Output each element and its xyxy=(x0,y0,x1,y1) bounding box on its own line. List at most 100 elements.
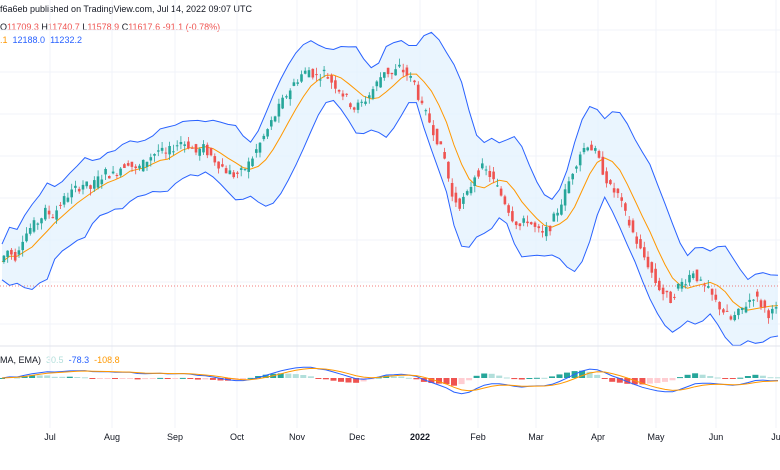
macd-histogram-bar xyxy=(518,378,525,380)
macd-histogram-bar xyxy=(142,378,149,380)
low-label: L xyxy=(82,22,88,32)
bollinger-upper-line xyxy=(1,31,779,281)
macd-histogram-bar xyxy=(112,378,118,379)
candle-down xyxy=(759,300,763,308)
candle-up xyxy=(179,142,183,145)
time-axis[interactable]: Jul Aug Sep Oct Nov Dec 2022 Feb Mar Apr May Jun Ju xyxy=(44,432,780,442)
candle-down xyxy=(390,72,394,75)
macd-histogram-bar xyxy=(639,378,646,385)
open-label: O xyxy=(0,22,8,32)
candle-down xyxy=(443,152,446,159)
macd-histogram-bar xyxy=(172,378,179,379)
candle-down xyxy=(59,204,62,206)
candle-up xyxy=(292,82,296,86)
macd-histogram-bar xyxy=(481,373,488,378)
close-value: 11617.6 xyxy=(128,22,161,32)
macd-line-value: -78.3 xyxy=(68,355,90,365)
macd-histogram-bar xyxy=(89,378,96,379)
candle-up xyxy=(138,165,141,169)
candle-up xyxy=(300,74,303,82)
candle-up xyxy=(145,161,149,167)
macd-histogram-bar xyxy=(44,375,51,378)
macd-histogram-bar xyxy=(601,378,608,379)
candle-down xyxy=(635,236,638,244)
macd-histogram-bar xyxy=(240,378,247,380)
candle-down xyxy=(432,125,435,136)
candle-up xyxy=(183,144,186,146)
candle-up xyxy=(676,283,680,289)
candle-up xyxy=(383,72,386,78)
candle-down xyxy=(624,203,627,211)
candle-down xyxy=(401,69,405,73)
candle-up xyxy=(586,147,589,151)
candle-down xyxy=(134,166,137,169)
time-axis-label: 2022 xyxy=(410,432,430,442)
candle-up xyxy=(255,149,258,153)
macd-histogram-bar xyxy=(179,377,186,379)
candle-down xyxy=(439,141,443,145)
candle-down xyxy=(337,90,341,92)
candle-down xyxy=(488,171,492,177)
candle-up xyxy=(270,120,273,127)
candle-down xyxy=(714,294,718,300)
candle-down xyxy=(454,192,458,203)
time-axis-label: Apr xyxy=(591,432,605,442)
candle-down xyxy=(428,113,431,123)
candle-down xyxy=(518,223,522,227)
bb-lower-value: 11232.2 xyxy=(50,35,82,45)
candle-up xyxy=(175,145,179,147)
candle-down xyxy=(503,196,507,205)
candle-up xyxy=(594,148,597,151)
candle-down xyxy=(47,210,51,215)
macd-histogram-bar xyxy=(677,377,683,379)
candle-down xyxy=(658,280,661,291)
candle-up xyxy=(473,177,476,186)
macd-histogram-bar xyxy=(36,375,43,378)
candle-up xyxy=(319,79,322,81)
candle-down xyxy=(725,310,729,312)
time-axis-label: Mar xyxy=(528,432,544,442)
candle-up xyxy=(243,169,247,171)
candle-up xyxy=(496,185,499,187)
candle-up xyxy=(707,286,710,288)
candle-down xyxy=(115,175,119,176)
bb-basis-value: .1 xyxy=(0,35,8,45)
candle-up xyxy=(409,76,412,78)
candle-down xyxy=(609,180,612,185)
candle-down xyxy=(767,310,770,319)
candle-down xyxy=(529,222,533,225)
candle-up xyxy=(684,284,687,286)
candle-up xyxy=(296,82,299,84)
candle-up xyxy=(688,274,691,283)
candle-down xyxy=(643,247,646,258)
macd-histogram-bar xyxy=(692,373,699,378)
macd-histogram-bar xyxy=(119,378,126,379)
time-axis-label: Aug xyxy=(104,432,120,442)
candle-up xyxy=(285,96,288,98)
macd-histogram-bar xyxy=(59,376,66,378)
candle-down xyxy=(654,268,657,283)
candle-up xyxy=(465,191,469,195)
candle-up xyxy=(228,170,232,175)
macd-histogram-bar xyxy=(14,377,21,379)
candle-up xyxy=(360,101,363,103)
macd-histogram-bar xyxy=(292,374,299,378)
candle-down xyxy=(612,188,616,193)
candle-down xyxy=(601,156,605,175)
macd-histogram-bar xyxy=(217,378,224,381)
macd-histogram-bar xyxy=(157,377,164,379)
candle-up xyxy=(281,97,284,109)
candle-down xyxy=(326,77,330,79)
candle-up xyxy=(288,90,292,100)
bollinger-lower-line xyxy=(1,99,779,346)
candle-up xyxy=(522,218,525,223)
candle-up xyxy=(398,64,401,67)
macd-histogram-bar xyxy=(428,378,435,383)
macd-histogram-bar xyxy=(722,378,729,379)
macd-histogram-bar xyxy=(699,374,706,378)
candle-up xyxy=(111,171,115,174)
macd-histogram-bar xyxy=(74,377,81,378)
macd-histogram-bar xyxy=(631,378,638,385)
